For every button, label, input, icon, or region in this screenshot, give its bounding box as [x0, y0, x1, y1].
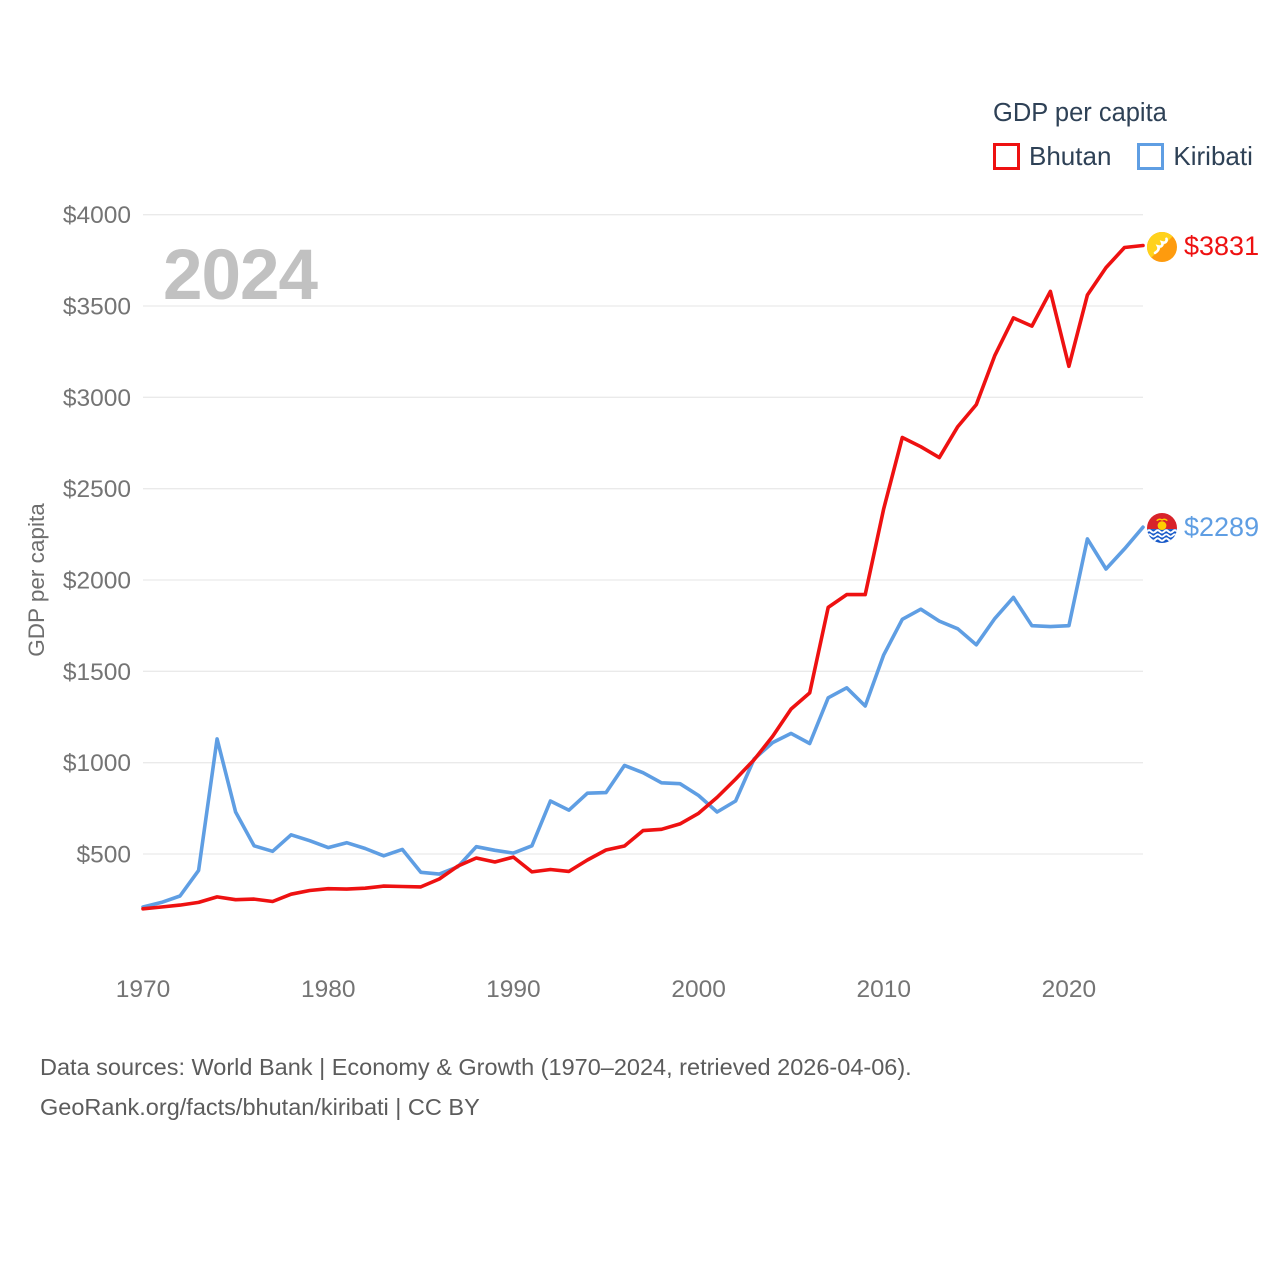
kiribati-series-swatch	[1137, 143, 1165, 170]
x-tick-label: 2010	[856, 976, 911, 1003]
y-tick-label: $2000	[63, 568, 131, 595]
y-tick-label: $4000	[63, 202, 131, 229]
gdp-line-chart: $500 $1000 $1500 $2000 $2500 $3000 $3500 $4000 2…	[24, 202, 1145, 1003]
x-tick-label: 1970	[116, 976, 171, 1003]
data-sources-line: Data sources: World Bank | Economy & Gro…	[40, 1054, 912, 1080]
y-tick-label: $2500	[63, 476, 131, 503]
y-tick-label: $1500	[63, 659, 131, 686]
footer: Data sources: World Bank | Economy & Gro…	[40, 1047, 912, 1127]
bhutan-series-label: Bhutan	[1029, 141, 1112, 171]
y-tick-label: $3000	[63, 385, 131, 412]
kiribati-end-label: $2289	[1147, 512, 1259, 543]
y-tick-label: $500	[76, 842, 131, 869]
kiribati-line	[141, 525, 1145, 909]
legend-title: GDP per capita	[993, 99, 1167, 127]
kiribati-end-value: $2289	[1184, 512, 1260, 542]
y-tick-label: $3500	[63, 294, 131, 321]
year-watermark: 2024	[163, 236, 318, 315]
x-tick-label: 2000	[671, 976, 726, 1003]
x-tick-label: 1990	[486, 976, 541, 1003]
x-tick-label: 2020	[1042, 976, 1097, 1003]
bhutan-line	[141, 243, 1145, 911]
legend-items: Bhutan Kiribati	[993, 141, 1253, 172]
x-tick-label: 1980	[301, 976, 356, 1003]
legend: GDP per capita Bhutan Kiribati	[993, 99, 1253, 172]
attribution-line: GeoRank.org/facts/bhutan/kiribati | CC B…	[40, 1094, 480, 1120]
bhutan-flag-icon	[1147, 231, 1177, 262]
y-axis-title: GDP per capita	[24, 503, 49, 657]
bhutan-end-value: $3831	[1184, 231, 1260, 261]
kiribati-series-label: Kiribati	[1173, 141, 1253, 171]
y-tick-label: $1000	[63, 750, 131, 777]
bhutan-end-label: $3831	[1147, 231, 1259, 262]
kiribati-flag-icon	[1147, 512, 1177, 543]
bhutan-series-swatch	[993, 143, 1020, 170]
